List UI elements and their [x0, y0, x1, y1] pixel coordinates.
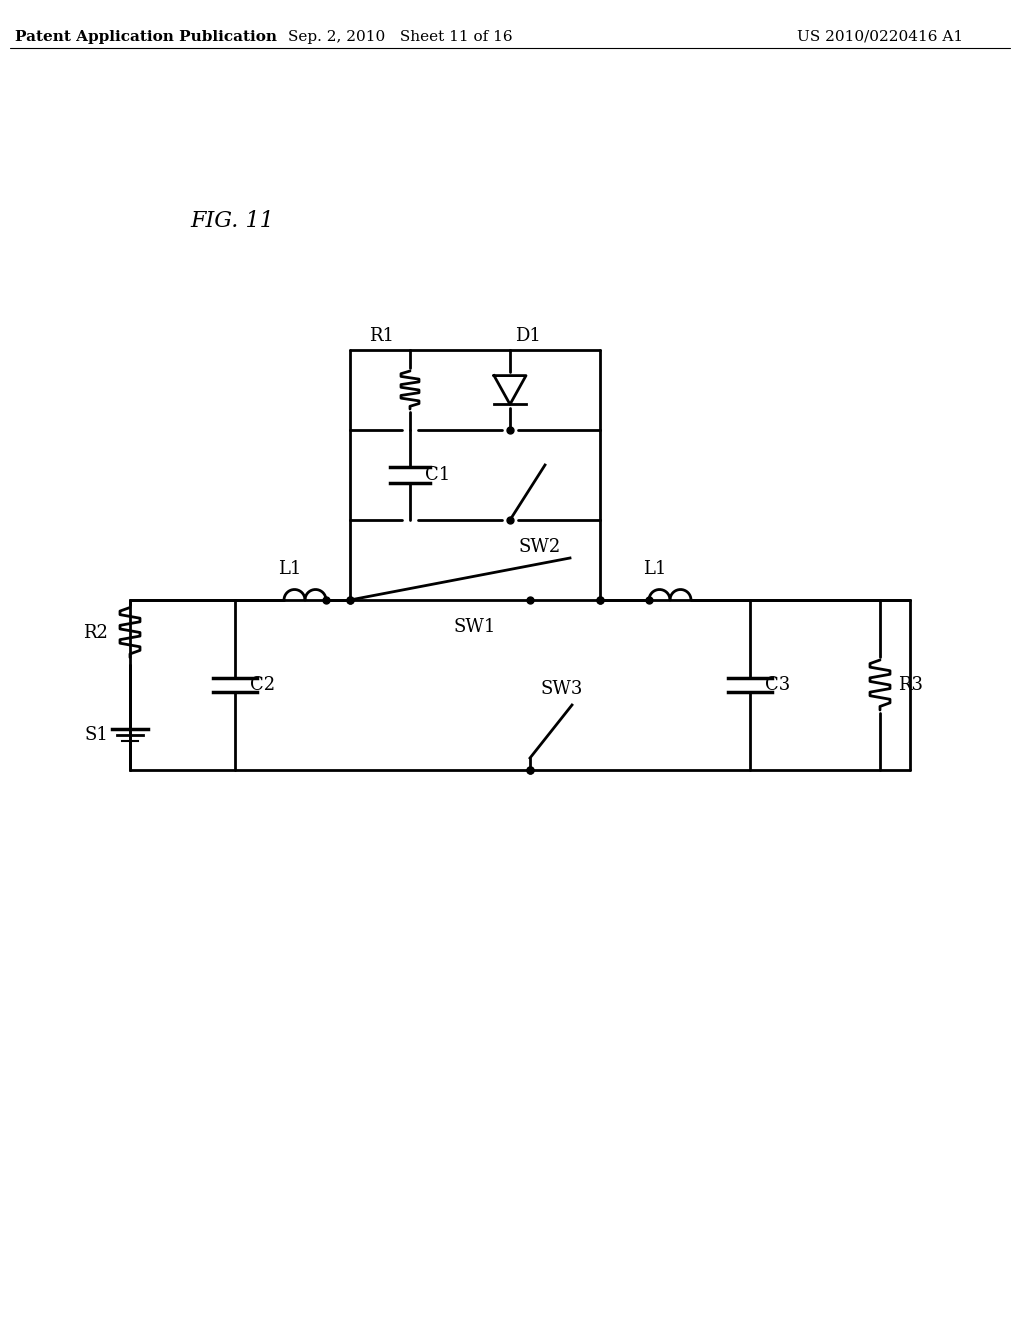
Text: R1: R1 [370, 327, 394, 345]
Text: S1: S1 [84, 726, 108, 744]
Text: C3: C3 [765, 676, 791, 694]
Text: R2: R2 [83, 623, 108, 642]
Text: D1: D1 [515, 327, 541, 345]
Text: C1: C1 [425, 466, 451, 484]
Text: Patent Application Publication: Patent Application Publication [15, 30, 278, 44]
Text: L1: L1 [279, 560, 302, 578]
Text: C2: C2 [250, 676, 275, 694]
Text: R3: R3 [898, 676, 923, 694]
Text: US 2010/0220416 A1: US 2010/0220416 A1 [797, 30, 963, 44]
Text: SW3: SW3 [540, 680, 583, 698]
Text: SW2: SW2 [518, 539, 560, 556]
Text: L1: L1 [643, 560, 667, 578]
Text: SW1: SW1 [454, 618, 497, 636]
Text: FIG. 11: FIG. 11 [190, 210, 273, 232]
Text: Sep. 2, 2010   Sheet 11 of 16: Sep. 2, 2010 Sheet 11 of 16 [288, 30, 512, 44]
